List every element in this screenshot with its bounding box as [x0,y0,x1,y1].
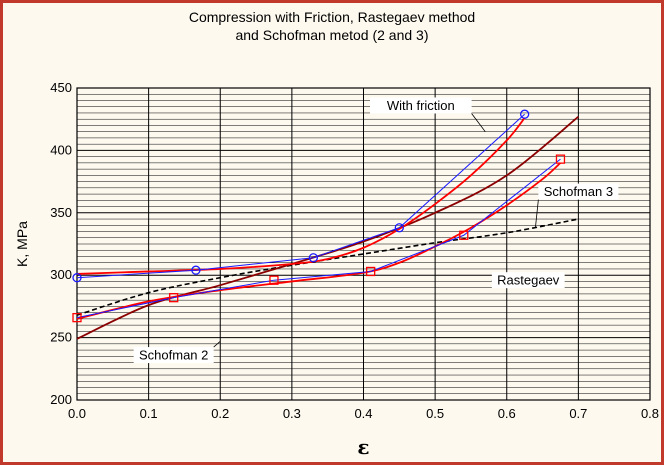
x-tick-label: 0.0 [68,406,86,421]
data-point-circle [72,273,82,283]
data-point-circle [394,223,404,233]
chart-title-line: Compression with Friction, Rastegaev met… [189,9,475,25]
data-point-square [169,293,179,303]
x-tick-label: 0.3 [283,406,301,421]
x-tick-label: 0.8 [641,406,659,421]
data-point-square [269,275,279,285]
x-tick-label: 0.5 [426,406,444,421]
data-point-circle [520,109,530,119]
data-point-circle [191,265,201,275]
annotation-leader [535,199,539,228]
data-point-square [459,230,469,240]
annotation-label: Schofman 2 [139,348,208,363]
series-line-rastegaev-points [76,158,561,319]
y-tick-label: 400 [50,142,72,157]
y-tick-label: 350 [50,205,72,220]
series-line-schofman2 [76,116,579,340]
x-tick-label: 0.7 [569,406,587,421]
annotation-box [370,97,472,114]
annotation-box [538,183,619,200]
x-axis-label: ε [357,435,369,459]
data-point-square [555,154,566,164]
annotation-leader [471,113,486,132]
x-tick-label: 0.6 [498,406,516,421]
x-tick-label: 0.4 [354,406,372,421]
annotation-box [491,272,565,289]
chart-title-line: and Schofman metod (2 and 3) [235,27,428,43]
annotation-box [133,347,214,364]
annotation-label: With friction [387,98,455,113]
data-point-circle [308,253,319,263]
y-tick-label: 450 [50,80,72,95]
data-point-square [366,266,376,277]
y-tick-label: 300 [50,267,72,282]
axes-box [76,87,651,401]
annotation-leader [213,341,221,348]
y-tick-label: 200 [50,392,72,407]
y-tick-label: 250 [50,330,72,345]
data-point-square [72,312,82,323]
y-axis-label: K, MPa [14,221,30,267]
series-line-friction-points [76,113,525,279]
annotation-label: Rastegaev [497,273,560,288]
x-tick-label: 0.2 [211,406,229,421]
x-tick-label: 0.1 [140,406,158,421]
annotation-label: Schofman 3 [544,184,613,199]
